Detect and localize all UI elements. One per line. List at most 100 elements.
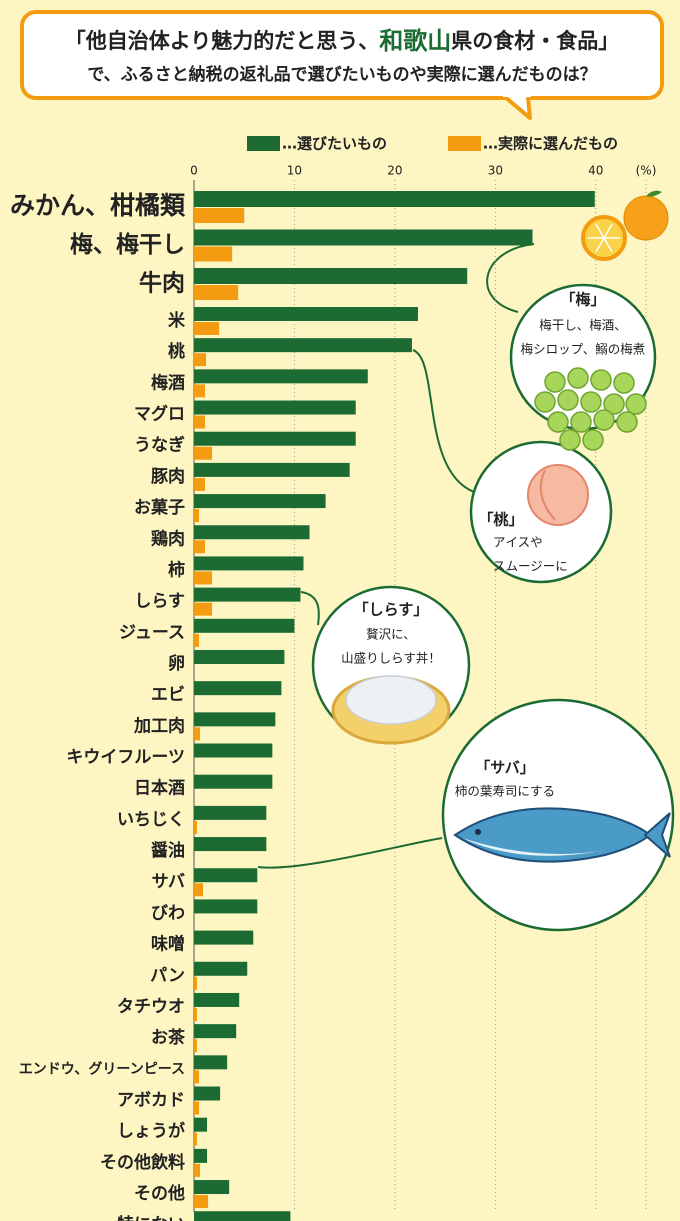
bar [194,1195,209,1209]
bar [194,1180,230,1195]
bar [194,868,258,883]
bar [194,1039,198,1053]
category-label: しらす [134,592,185,612]
title-prefix: 「他自治体より魅力的だと思う、 [65,29,380,53]
category-label: 鶏肉 [151,528,185,549]
x-tick-label: 10 [287,164,302,178]
connector [486,243,535,313]
category-label: アボカド [117,1091,185,1111]
category-label: お茶 [151,1027,186,1048]
bar [194,338,412,353]
plum [582,429,604,451]
connector [300,591,320,626]
category-label: エビ [151,685,185,705]
bar [194,633,200,647]
bar [194,1117,208,1132]
plum [616,411,638,433]
plum [580,391,602,413]
title-highlight: 和歌山 [379,27,451,55]
plum [544,371,566,393]
bar [194,712,276,727]
bar [194,415,206,429]
bar [194,384,206,398]
bar [194,1132,198,1146]
bar [194,353,207,367]
x-tick-label: 30 [488,164,503,178]
bar [194,1007,198,1021]
callout-text: 柿の葉寿司にする [455,784,555,799]
bar [194,509,200,523]
bar [194,369,368,384]
callout-text: 梅干し、梅酒、 [539,318,627,333]
bar [194,208,245,223]
category-label: 牛肉 [139,271,185,297]
legend-label: …選びたいもの [282,135,387,153]
bar [194,268,468,284]
x-unit: (%) [636,164,657,178]
plum [567,367,589,389]
bar [194,602,213,616]
category-label: びわ [151,903,185,923]
bar [194,805,267,820]
category-label: 卵 [168,653,185,674]
category-label: その他飲料 [100,1152,185,1173]
plum [570,411,592,433]
callout-text: 梅シロップ、鰯の梅煮 [521,342,646,357]
category-label: みかん、柑橘類 [10,191,186,220]
orange [623,195,669,241]
bar [194,930,254,945]
bubble-tail [503,95,532,120]
category-label: キウイフルーツ [66,748,185,768]
category-label: うなぎ [134,435,185,456]
callout-title: 「しらす」 [354,601,429,619]
segment [603,223,613,239]
bar [194,431,356,446]
bar [194,681,282,696]
bar [194,1055,228,1070]
x-tick-label: 20 [387,164,402,178]
bar [194,587,301,602]
bar [194,1070,200,1084]
connector [412,349,475,493]
fish-belly [462,838,607,856]
segment [595,237,605,253]
bar [194,400,356,415]
plum [613,372,635,394]
x-tick-label: 40 [588,164,603,178]
bar [194,477,206,491]
bar [194,1211,291,1221]
peach [527,464,589,526]
plum [557,389,579,411]
category-label: サバ [152,872,185,892]
segment [603,237,613,253]
fish-tail [643,812,671,858]
bar [194,820,198,834]
plum-illustration [534,367,647,451]
category-label: その他 [134,1183,185,1204]
bar [194,992,240,1007]
peach-crease [539,469,556,521]
category-label: 加工肉 [133,715,185,736]
bar [194,229,533,246]
bar [194,1101,200,1115]
bar [194,246,233,262]
bar [194,446,213,460]
bar [194,837,267,852]
plum [603,393,625,415]
bar [194,571,213,585]
orange-illustration [581,190,669,261]
category-label: いちじく [117,810,185,830]
category-label: エンドウ、グリーンピース [19,1060,185,1077]
category-label: ジュース [119,623,185,643]
bar [194,322,220,335]
category-label: 梅、梅干し [70,231,185,258]
title-bubble [20,10,664,100]
category-label: パン [150,966,185,986]
callout-text: スムージーに [493,559,568,574]
subtitle: で、ふるさと納税の返礼品で選びたいものや実際に選んだものは？ [87,64,596,85]
bar [194,462,350,477]
category-label: しょうが [117,1121,185,1142]
legend-swatch [247,136,280,151]
bar [194,976,198,990]
